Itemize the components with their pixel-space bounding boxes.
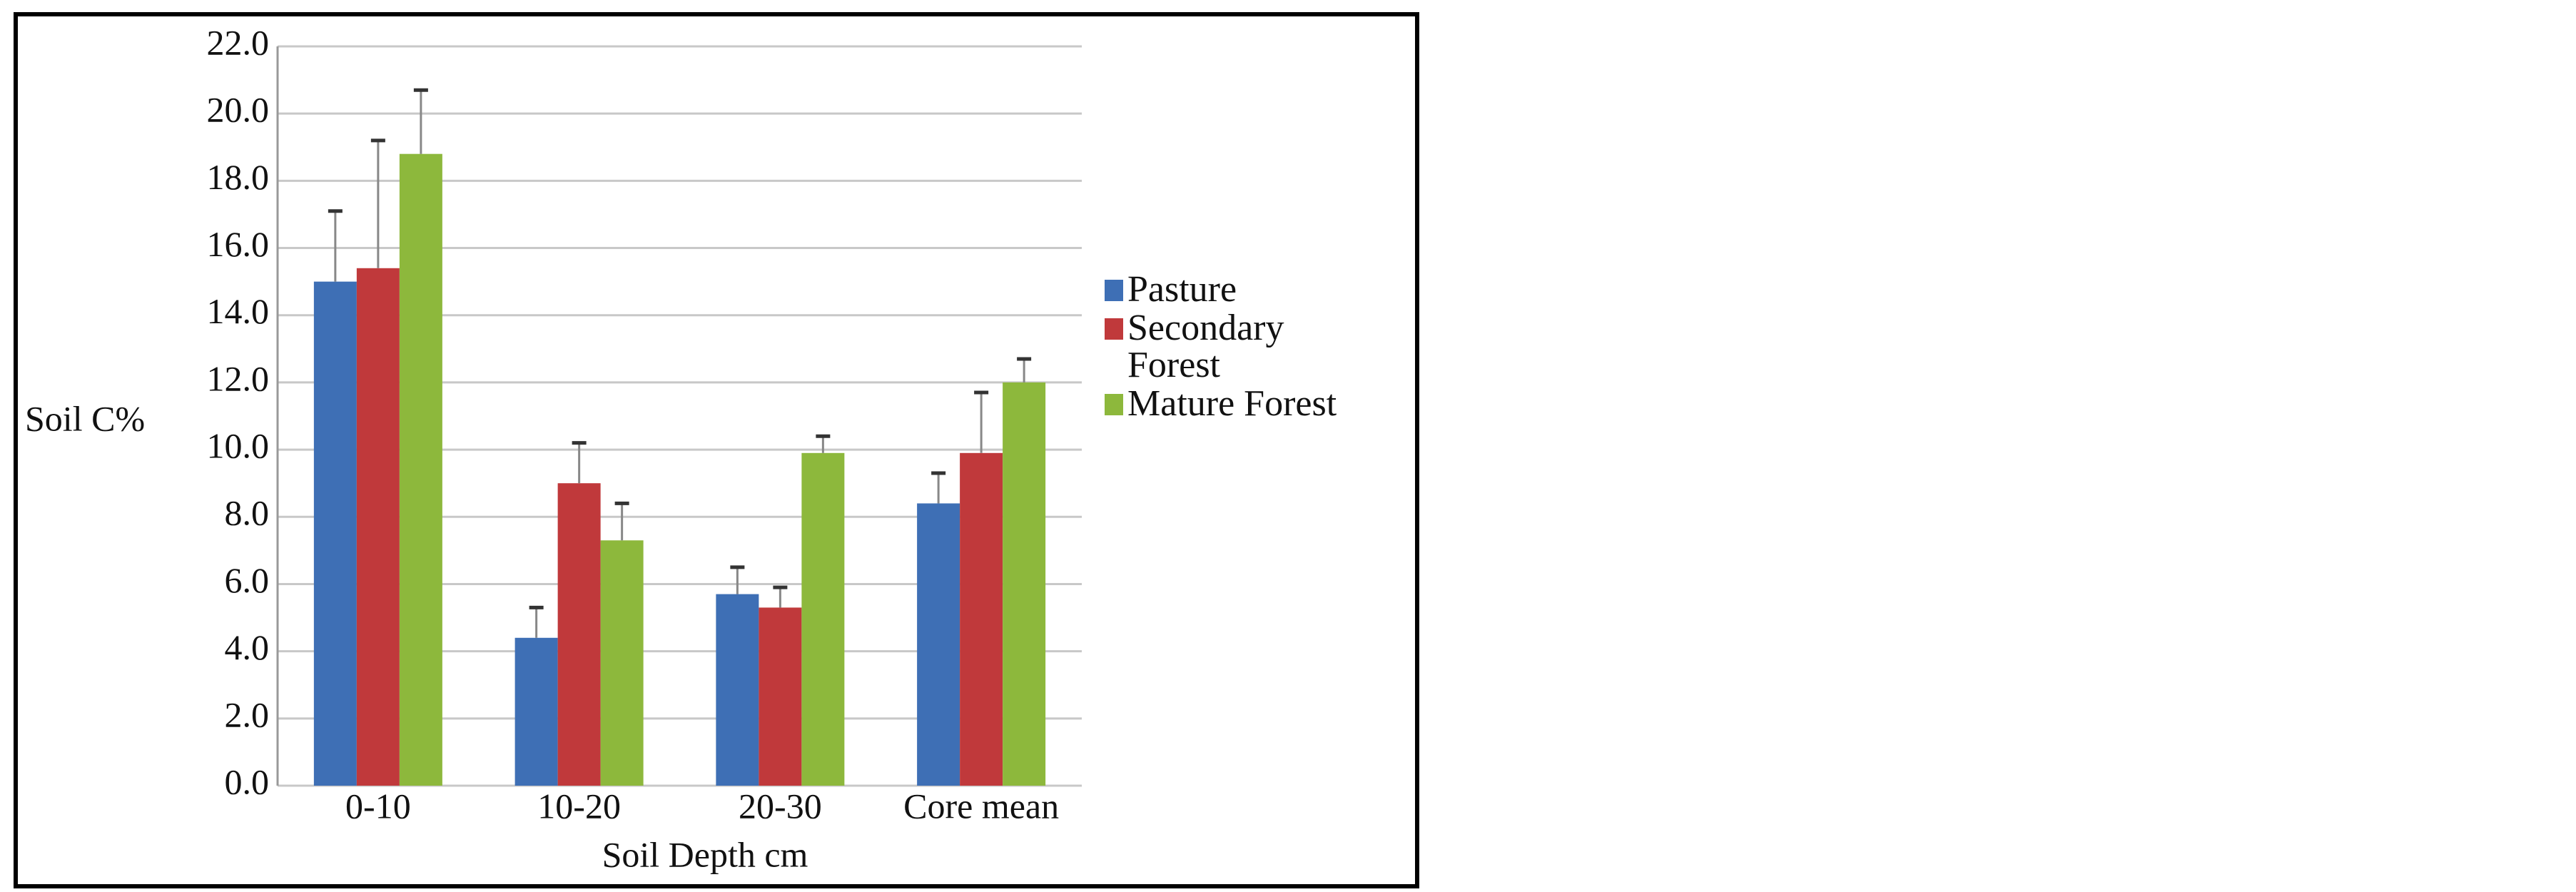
y-tick-label: 22.0 <box>207 22 270 62</box>
y-tick-label: 2.0 <box>225 694 270 734</box>
legend-entry: Pasture <box>1105 271 1419 308</box>
legend-label: Pasture <box>1127 269 1237 310</box>
y-tick-label: 16.0 <box>207 224 270 264</box>
bar <box>557 483 601 786</box>
y-tick-label: 0.0 <box>225 761 270 801</box>
bar <box>313 281 357 786</box>
legend-swatch <box>1105 280 1123 301</box>
y-tick-label: 12.0 <box>207 358 270 398</box>
bar <box>716 594 759 786</box>
x-tick-label: 0-10 <box>345 786 411 826</box>
y-tick-label: 6.0 <box>225 560 270 600</box>
legend-label: Mature Forest <box>1127 383 1337 424</box>
bar <box>514 637 558 786</box>
legend-swatch <box>1105 318 1123 340</box>
bar <box>801 452 845 786</box>
y-tick-label: 4.0 <box>225 627 270 667</box>
y-tick-label: 10.0 <box>207 426 270 466</box>
bar <box>399 153 442 786</box>
bar <box>917 503 960 786</box>
legend-entry: Secondary Forest <box>1105 310 1419 384</box>
legend-swatch <box>1105 394 1123 415</box>
y-tick-label: 18.0 <box>207 157 270 197</box>
legend-label: Secondary Forest <box>1127 308 1284 385</box>
y-tick-label: 8.0 <box>225 493 270 533</box>
y-axis-title: Soil C% <box>25 398 145 438</box>
y-tick-label: 14.0 <box>207 291 270 331</box>
bar <box>356 268 400 786</box>
x-tick-label: 20-30 <box>739 786 822 826</box>
bar <box>600 540 644 786</box>
legend-entry: Mature Forest <box>1105 385 1419 422</box>
x-tick-label: 10-20 <box>537 786 621 826</box>
legend: Pasture Secondary Forest Mature Forest <box>1105 271 1419 424</box>
bar <box>1003 382 1046 786</box>
y-tick-label: 20.0 <box>207 90 270 130</box>
x-axis-title: Soil Depth cm <box>602 834 808 874</box>
frame <box>14 12 1419 888</box>
bar <box>759 607 802 786</box>
bar <box>960 452 1003 786</box>
x-tick-label: Core mean <box>903 786 1059 826</box>
